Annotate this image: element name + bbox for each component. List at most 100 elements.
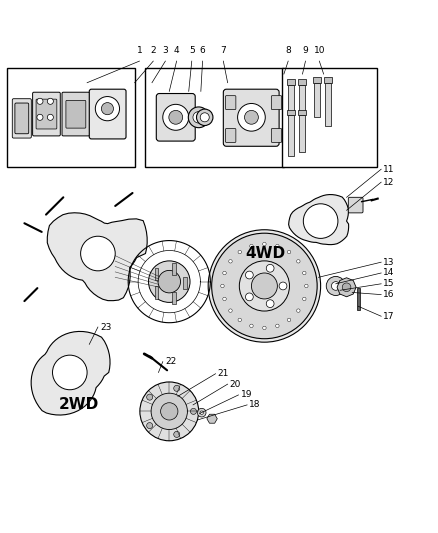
Circle shape	[221, 284, 224, 288]
Circle shape	[297, 260, 300, 263]
Circle shape	[332, 281, 340, 290]
Text: 16: 16	[383, 290, 395, 299]
Circle shape	[238, 251, 241, 254]
Circle shape	[101, 103, 113, 115]
Circle shape	[198, 408, 206, 417]
Circle shape	[263, 326, 266, 329]
Text: 18: 18	[249, 400, 261, 409]
Bar	[282, 68, 377, 167]
Circle shape	[244, 110, 258, 124]
FancyBboxPatch shape	[348, 197, 363, 213]
Circle shape	[297, 309, 300, 312]
Circle shape	[245, 293, 253, 301]
Bar	[287, 109, 295, 115]
Circle shape	[212, 233, 317, 338]
Circle shape	[251, 273, 277, 299]
Text: 1: 1	[137, 46, 142, 55]
Circle shape	[174, 385, 180, 391]
Circle shape	[148, 261, 190, 302]
Bar	[324, 77, 332, 83]
Circle shape	[303, 271, 306, 274]
Circle shape	[188, 107, 209, 128]
Circle shape	[47, 114, 53, 120]
Bar	[299, 85, 304, 111]
Circle shape	[197, 109, 213, 126]
Bar	[145, 68, 284, 167]
Circle shape	[200, 113, 209, 122]
Circle shape	[342, 283, 351, 292]
Text: 21: 21	[218, 369, 229, 378]
Text: 5: 5	[189, 46, 194, 55]
Circle shape	[191, 408, 197, 414]
Bar	[183, 277, 187, 289]
Circle shape	[95, 96, 120, 121]
Circle shape	[304, 284, 308, 288]
Circle shape	[147, 394, 153, 400]
Text: 15: 15	[383, 279, 395, 288]
Circle shape	[250, 244, 253, 248]
FancyBboxPatch shape	[226, 96, 236, 109]
FancyBboxPatch shape	[62, 92, 90, 136]
FancyBboxPatch shape	[66, 100, 86, 128]
Bar	[172, 263, 176, 274]
FancyBboxPatch shape	[32, 92, 60, 136]
Text: 3: 3	[162, 46, 168, 55]
Circle shape	[81, 236, 115, 271]
Text: 9: 9	[303, 46, 308, 55]
FancyBboxPatch shape	[12, 99, 32, 138]
Text: 20: 20	[230, 379, 241, 389]
Bar	[299, 115, 304, 152]
Text: 4: 4	[174, 46, 180, 55]
FancyBboxPatch shape	[223, 89, 279, 146]
Circle shape	[229, 309, 232, 312]
Text: 19: 19	[240, 391, 252, 399]
Circle shape	[163, 104, 189, 130]
FancyBboxPatch shape	[15, 103, 29, 134]
Bar	[7, 68, 134, 167]
Text: 4WD: 4WD	[245, 246, 285, 261]
Text: 17: 17	[383, 312, 395, 321]
Circle shape	[304, 204, 338, 238]
FancyBboxPatch shape	[156, 93, 195, 141]
Circle shape	[276, 244, 279, 248]
Circle shape	[303, 297, 306, 301]
Circle shape	[239, 261, 290, 311]
Text: 6: 6	[200, 46, 205, 55]
FancyBboxPatch shape	[271, 128, 282, 142]
Circle shape	[279, 282, 287, 290]
Circle shape	[47, 98, 53, 104]
Bar	[155, 286, 159, 298]
Circle shape	[193, 111, 205, 123]
FancyBboxPatch shape	[89, 89, 126, 139]
Bar	[325, 83, 331, 126]
Text: 2: 2	[151, 46, 156, 55]
Text: 23: 23	[100, 322, 111, 332]
Circle shape	[266, 300, 274, 308]
Circle shape	[208, 230, 321, 342]
Circle shape	[223, 271, 226, 274]
Circle shape	[223, 297, 226, 301]
Bar	[314, 83, 320, 117]
Bar	[155, 268, 159, 280]
Circle shape	[169, 110, 183, 124]
Circle shape	[158, 270, 180, 293]
Circle shape	[37, 114, 43, 120]
Circle shape	[147, 423, 153, 429]
Bar	[357, 288, 360, 310]
Text: 2WD: 2WD	[59, 398, 99, 413]
Circle shape	[140, 382, 199, 441]
Circle shape	[174, 431, 180, 438]
Text: 12: 12	[383, 177, 395, 187]
Text: 13: 13	[383, 257, 395, 266]
Circle shape	[276, 324, 279, 328]
FancyBboxPatch shape	[36, 99, 57, 129]
Text: 7: 7	[220, 46, 226, 55]
Text: 10: 10	[314, 46, 325, 55]
Circle shape	[37, 98, 43, 104]
Bar	[298, 79, 306, 85]
Circle shape	[238, 318, 241, 321]
Text: 22: 22	[165, 357, 176, 366]
Circle shape	[161, 403, 178, 420]
Circle shape	[326, 277, 345, 295]
Bar	[298, 109, 306, 115]
